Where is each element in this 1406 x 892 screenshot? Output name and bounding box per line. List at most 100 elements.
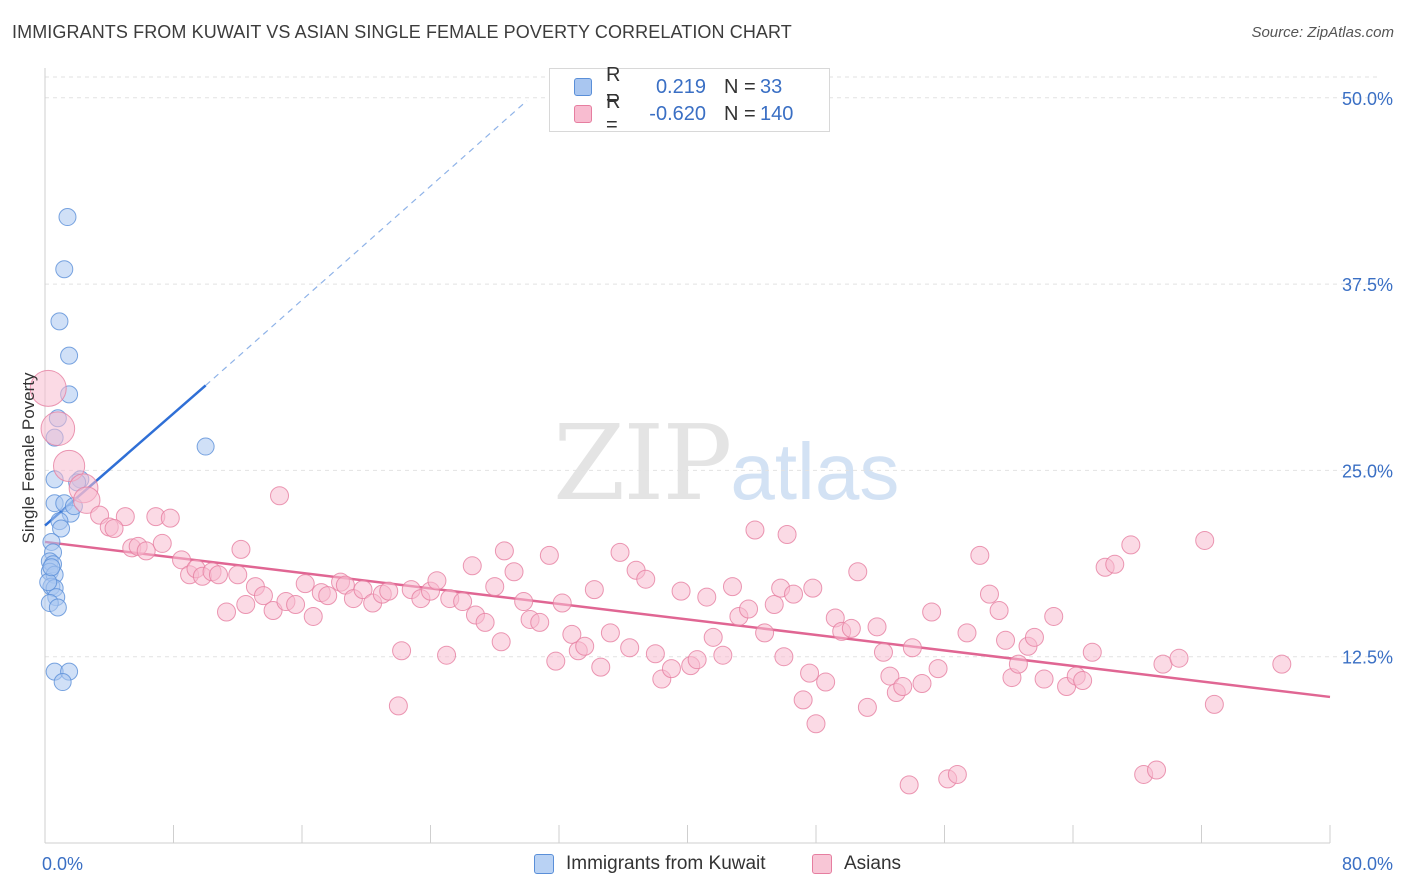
asians-point <box>504 562 524 582</box>
asians-point <box>1034 669 1054 689</box>
bottom-legend-swatch-kuwait <box>534 854 554 874</box>
asians-point <box>873 642 893 662</box>
asians-point <box>591 657 611 677</box>
x-tick-label: 80.0% <box>1342 854 1393 874</box>
asians-point <box>777 524 797 544</box>
asians-point <box>453 592 473 612</box>
asians-point <box>530 612 550 632</box>
kuwait-point <box>48 598 67 617</box>
asians-point <box>462 556 482 576</box>
asians-point <box>902 638 922 658</box>
asians-point <box>880 666 900 686</box>
asians-point <box>899 775 919 795</box>
asians-point <box>29 369 67 407</box>
asians-point <box>236 595 256 615</box>
asians-point <box>152 533 172 553</box>
asians-point <box>1044 606 1064 626</box>
bottom-legend-swatch-asians <box>812 854 832 874</box>
asians-point <box>800 663 820 683</box>
watermark-atlas: atlas <box>730 427 900 516</box>
asians-point <box>217 602 237 622</box>
bottom-legend-label-kuwait: Immigrants from Kuwait <box>566 853 766 874</box>
kuwait-point <box>60 346 79 365</box>
asians-point <box>40 411 76 446</box>
legend-swatch-asians <box>574 105 592 123</box>
kuwait-point <box>53 673 72 692</box>
asians-point <box>228 565 248 585</box>
asians-point <box>806 714 826 734</box>
asians-point <box>1073 671 1093 691</box>
y-tick-label: 50.0% <box>1342 89 1393 109</box>
asians-point <box>928 659 948 679</box>
kuwait-point <box>39 573 58 592</box>
tick-labels: 12.5% 25.0% 37.5% 50.0% 0.0% 80.0% <box>42 89 1393 874</box>
asians-point <box>989 601 1009 620</box>
asians-point <box>922 602 942 622</box>
source-label: Source: ZipAtlas.com <box>1251 24 1394 41</box>
asians-point <box>353 580 373 600</box>
legend-row-kuwait: R = 0.219 N = 33 <box>574 64 800 109</box>
asians-point <box>841 618 861 638</box>
asians-point <box>636 569 656 589</box>
legend-row-asians: R = -0.620 N = 140 <box>574 91 800 136</box>
asians-point <box>392 641 412 661</box>
bottom-legend-kuwait: Immigrants from Kuwait <box>534 851 766 877</box>
y-axis-label: Single Female Poverty <box>19 372 38 544</box>
asians-point <box>172 550 192 570</box>
asians-trend-line <box>44 540 1331 699</box>
legend-r-value: 0.219 <box>655 75 706 98</box>
legend-r-label: R = <box>606 91 621 136</box>
legend-r-label: R = <box>606 64 621 109</box>
asians-point <box>803 578 823 598</box>
kuwait-point <box>42 558 61 577</box>
asians-point <box>136 541 156 561</box>
bottom-legend-asians: Asians <box>812 851 901 877</box>
asians-point <box>115 507 135 527</box>
asians-point <box>73 486 101 514</box>
asians-point <box>970 545 990 565</box>
asians-point <box>764 595 784 615</box>
asians-point <box>539 545 559 565</box>
asians-point <box>774 647 794 667</box>
asians-point <box>1008 654 1028 674</box>
asians-point <box>793 690 813 710</box>
asians-point <box>996 630 1016 650</box>
asians-point <box>379 581 399 601</box>
asians-point <box>437 645 457 665</box>
y-tick-label: 37.5% <box>1342 275 1393 295</box>
asians-point <box>286 595 306 615</box>
asians-point <box>318 586 338 606</box>
asians-point <box>295 574 315 594</box>
asians-point <box>303 606 323 626</box>
kuwait-point <box>58 208 77 227</box>
asians-point <box>867 617 887 637</box>
legend-n-value: 33 <box>760 75 783 98</box>
asians-point <box>912 674 932 694</box>
kuwait-point <box>196 437 215 456</box>
asians-point <box>546 651 566 671</box>
asians-point <box>104 519 124 539</box>
y-tick-label: 12.5% <box>1342 648 1393 668</box>
asians-point <box>52 449 86 483</box>
legend-r-value: -0.620 <box>649 102 706 125</box>
legend-n-label: N = <box>724 102 756 125</box>
asians-point <box>1024 627 1044 647</box>
correlation-legend: R = 0.219 N = 33 R = -0.620 N = 140 <box>549 64 830 136</box>
asians-point <box>584 580 604 600</box>
asians-point <box>857 697 877 717</box>
asians-point <box>671 581 691 601</box>
kuwait-point <box>55 260 74 279</box>
asians-point <box>755 623 775 643</box>
asians-point <box>1195 530 1215 550</box>
asians-point <box>514 592 534 612</box>
asians-point <box>485 577 505 597</box>
kuwait-point <box>52 519 71 538</box>
asians-point <box>1121 535 1141 555</box>
kuwait-point <box>50 312 69 331</box>
asians-point <box>562 624 582 644</box>
asians-point <box>231 539 251 559</box>
asians-point <box>1204 694 1224 714</box>
asians-point <box>979 584 999 604</box>
asians-point <box>1153 654 1173 674</box>
